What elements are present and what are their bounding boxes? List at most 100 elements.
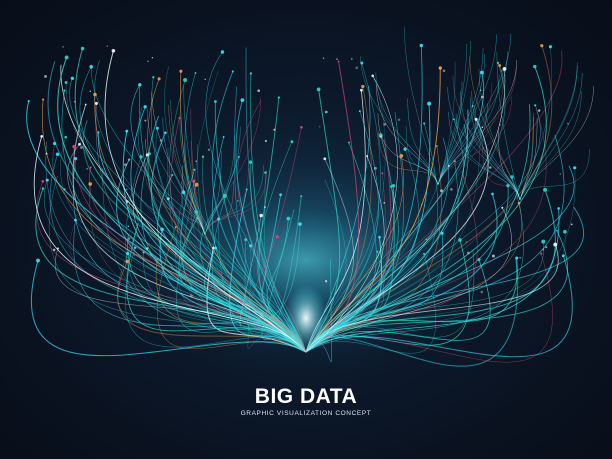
data-node — [442, 69, 446, 73]
data-line — [407, 98, 439, 186]
data-node — [231, 70, 234, 73]
data-node — [52, 141, 57, 146]
data-node — [347, 141, 350, 144]
data-node — [166, 197, 170, 201]
data-node — [423, 252, 425, 255]
data-node — [55, 152, 60, 156]
data-line — [305, 72, 484, 353]
data-node — [557, 207, 560, 210]
data-line — [305, 124, 469, 353]
data-line — [519, 62, 578, 201]
data-node — [196, 217, 199, 220]
data-node — [88, 182, 93, 186]
data-line — [447, 87, 521, 201]
data-node — [237, 155, 240, 158]
data-node — [222, 136, 225, 138]
data-node — [171, 173, 174, 177]
data-node — [379, 135, 383, 139]
data-node — [496, 61, 500, 65]
data-node — [143, 105, 147, 109]
data-node — [64, 55, 69, 60]
data-node — [480, 290, 484, 294]
data-node — [273, 128, 276, 131]
data-line — [305, 244, 559, 353]
data-node — [519, 257, 521, 259]
data-line — [305, 75, 398, 353]
data-line — [204, 126, 241, 236]
data-node — [423, 122, 426, 125]
data-node — [40, 135, 44, 138]
data-line — [455, 113, 521, 201]
data-node — [220, 50, 225, 54]
data-line — [377, 113, 439, 186]
data-node — [298, 222, 302, 226]
data-node — [336, 58, 338, 60]
data-node — [440, 189, 443, 193]
data-node — [517, 201, 521, 205]
data-line — [404, 26, 439, 186]
data-node — [561, 254, 565, 258]
data-line — [460, 91, 521, 201]
data-node — [106, 45, 109, 47]
data-node — [323, 157, 327, 161]
data-node — [506, 183, 510, 188]
data-node — [213, 100, 217, 103]
data-nodes-group — [27, 43, 577, 298]
data-node — [249, 244, 253, 248]
data-node — [207, 148, 210, 151]
data-node — [179, 69, 183, 73]
data-line — [437, 66, 517, 186]
data-node — [563, 229, 567, 234]
data-node — [453, 160, 456, 163]
data-node — [214, 246, 218, 250]
data-node — [537, 109, 541, 112]
data-node — [548, 45, 552, 49]
headline-subtitle: GRAPHIC VISUALIZATION CONCEPT — [240, 410, 372, 417]
data-node — [319, 126, 321, 128]
data-node — [248, 160, 253, 164]
data-node — [45, 178, 49, 182]
data-node — [147, 60, 149, 62]
data-node — [465, 241, 467, 243]
data-line — [519, 149, 590, 201]
data-node — [438, 66, 443, 70]
data-line — [496, 52, 521, 201]
data-node — [127, 225, 130, 228]
data-line — [305, 230, 568, 353]
data-node — [80, 146, 83, 149]
data-node — [570, 223, 573, 226]
data-node — [366, 155, 369, 158]
data-line — [144, 162, 206, 236]
data-node — [510, 175, 514, 179]
data-node — [222, 193, 227, 198]
data-node — [70, 76, 75, 80]
data-line — [204, 170, 267, 236]
data-line — [305, 255, 573, 358]
data-node — [52, 248, 56, 252]
data-line — [57, 57, 307, 353]
data-node — [502, 66, 507, 71]
data-node — [178, 116, 181, 120]
data-node — [290, 140, 294, 144]
data-node — [533, 64, 537, 69]
data-node — [257, 89, 261, 93]
data-line — [145, 138, 206, 236]
data-node — [376, 250, 379, 253]
data-node — [42, 98, 45, 101]
data-node — [155, 126, 159, 130]
data-node — [126, 252, 130, 256]
data-line — [130, 106, 307, 353]
data-node — [481, 95, 484, 99]
data-node — [540, 44, 544, 48]
data-node — [181, 190, 186, 195]
data-node — [183, 78, 188, 82]
data-node — [195, 160, 197, 162]
data-line — [305, 176, 524, 353]
data-line — [261, 127, 307, 353]
data-line — [437, 43, 467, 186]
fountain-core-glow — [284, 284, 328, 352]
data-node — [263, 206, 266, 209]
data-node — [73, 100, 76, 103]
